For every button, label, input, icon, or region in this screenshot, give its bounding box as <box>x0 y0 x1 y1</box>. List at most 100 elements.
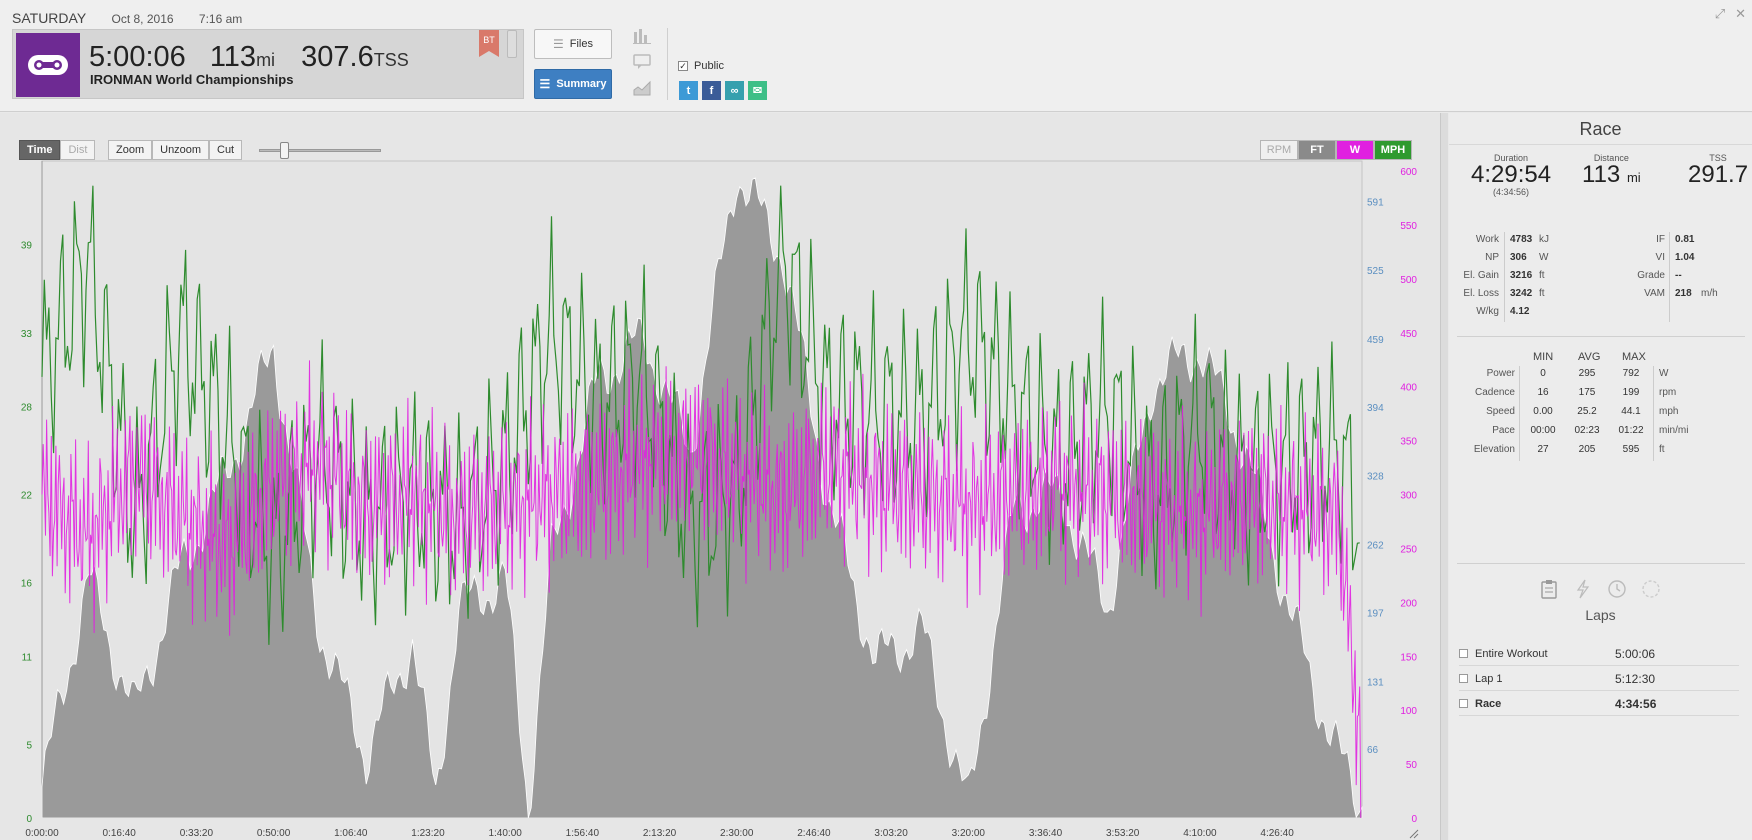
stats-row: Power 0 295 792 W <box>1459 366 1739 385</box>
lap-view-icons <box>1539 579 1661 599</box>
lap-row[interactable]: Race 4:34:56 <box>1459 694 1739 716</box>
stats-avg: 25.2 <box>1577 406 1597 417</box>
stats-unit: rpm <box>1659 387 1677 398</box>
ft-toggle[interactable]: FT <box>1298 140 1336 160</box>
lap-name: Race <box>1475 698 1502 710</box>
link-icon[interactable]: ∞ <box>725 81 744 100</box>
kpi-distance-value: 113 <box>1582 161 1621 188</box>
stats-separator <box>1653 385 1654 404</box>
expand-icon[interactable]: ⤢ <box>1714 6 1726 21</box>
panel-splitter[interactable] <box>1440 113 1448 840</box>
rpm-toggle[interactable]: RPM <box>1260 140 1298 160</box>
lap-row[interactable]: Entire Workout 5:00:06 <box>1459 644 1739 666</box>
stats-max: 792 <box>1622 368 1640 379</box>
kpi-tss: TSS 291.7 <box>1688 153 1748 187</box>
lap-row[interactable]: Lap 1 5:12:30 <box>1459 669 1739 691</box>
stats-row: Speed 0.00 25.2 44.1 mph <box>1459 404 1739 423</box>
stats-label: Pace <box>1492 425 1515 436</box>
w-tick-label: 50 <box>1406 760 1418 771</box>
chart-pane: Time Dist Zoom Unzoom Cut RPM FT W MPH 0… <box>0 113 1440 840</box>
metric-row: El. Loss 3242 ft VAM 218 m/h <box>1459 286 1739 304</box>
card-scroll-handle[interactable] <box>507 30 517 58</box>
email-icon[interactable]: ✉ <box>748 81 767 100</box>
bt-badge[interactable]: BT <box>479 30 499 57</box>
stats-avg: 02:23 <box>1574 425 1600 436</box>
metric-separator <box>1504 250 1505 268</box>
slider-handle[interactable] <box>280 142 289 159</box>
x-tick-label: 0:50:00 <box>257 828 291 839</box>
twitter-icon[interactable]: t <box>679 81 698 100</box>
stats-label: Elevation <box>1473 444 1515 455</box>
headline-tss: 307.6 <box>301 41 374 73</box>
resize-grip-icon[interactable] <box>1409 829 1419 839</box>
metric-row: Work 4783 kJ IF 0.81 <box>1459 232 1739 250</box>
metric-label2: VAM <box>1644 288 1665 299</box>
stats-separator <box>1519 385 1520 404</box>
metric-toggles: RPM FT W MPH <box>1260 140 1412 160</box>
ft-tick-label: 328 <box>1367 472 1384 483</box>
zoom-button[interactable]: Zoom <box>108 140 153 160</box>
metric-label2: Grade <box>1637 270 1665 281</box>
headline-tss-unit: TSS <box>373 50 409 70</box>
files-button-label: Files <box>569 38 593 50</box>
summary-button-label: Summary <box>556 78 607 90</box>
close-icon[interactable]: ✕ <box>1735 6 1746 21</box>
facebook-icon[interactable]: f <box>702 81 721 100</box>
metric-unit: ft <box>1539 270 1545 281</box>
metric-separator <box>1669 286 1670 304</box>
bar-chart-icon[interactable] <box>633 28 651 44</box>
dashed-circle-icon[interactable] <box>1641 579 1661 599</box>
stats-label: Power <box>1486 368 1515 379</box>
axis-mode-toggle: Time Dist <box>19 140 96 160</box>
cut-button[interactable]: Cut <box>209 140 243 160</box>
share-buttons: t f ∞ ✉ <box>679 81 767 100</box>
workout-chart[interactable]: 0:00:00 0:16:40 0:33:20 0:50:00 1:06:40 1:23:… <box>0 113 1440 840</box>
stats-min: 16 <box>1537 387 1549 398</box>
lap-name: Entire Workout <box>1475 648 1548 660</box>
stats-separator <box>1653 366 1654 385</box>
date-line: SATURDAY Oct 8, 2016 7:16 am <box>12 10 264 26</box>
area-chart-icon[interactable] <box>633 80 651 96</box>
distance-axis-button[interactable]: Dist <box>60 140 96 160</box>
clipboard-icon[interactable] <box>1539 579 1559 599</box>
lap-checkbox[interactable] <box>1459 649 1468 658</box>
ft-tick-label: 131 <box>1367 677 1384 688</box>
metric-label: El. Loss <box>1463 288 1499 299</box>
metric-separator <box>1504 232 1505 250</box>
lap-checkbox[interactable] <box>1459 699 1468 708</box>
stats-max: 199 <box>1622 387 1640 398</box>
w-toggle[interactable]: W <box>1336 140 1374 160</box>
power-line <box>41 360 1362 819</box>
workout-title[interactable]: IRONMAN World Championships <box>90 72 294 87</box>
workout-summary-card: 5:00:06 113mi 307.6TSS IRONMAN World Cha… <box>12 29 524 99</box>
stats-separator <box>1653 423 1654 442</box>
lap-time: 5:12:30 <box>1615 672 1656 686</box>
mph-toggle[interactable]: MPH <box>1374 140 1412 160</box>
public-check-box[interactable]: ✓ <box>678 61 688 71</box>
x-tick-label: 2:30:00 <box>720 828 754 839</box>
w-tick-label: 600 <box>1400 167 1417 178</box>
summary-list-icon: ☰ <box>539 77 551 91</box>
headline-stats: 5:00:06 113mi 307.6TSS <box>89 41 427 74</box>
w-tick-label: 550 <box>1400 221 1417 232</box>
x-tick-label: 3:03:20 <box>874 828 908 839</box>
smoothing-slider[interactable] <box>259 142 381 159</box>
w-tick-label: 350 <box>1400 437 1417 448</box>
ft-tick-label: 262 <box>1367 541 1384 552</box>
clock-icon[interactable] <box>1607 579 1627 599</box>
divider <box>1457 563 1745 564</box>
kpi-duration-value: 4:29:54 <box>1471 161 1552 188</box>
stats-header-avg: AVG <box>1578 351 1601 363</box>
kpi-duration-sub: (4:34:56) <box>1493 187 1530 197</box>
time-label: 7:16 am <box>198 12 243 26</box>
files-button[interactable]: ☰ Files <box>534 29 612 59</box>
summary-button[interactable]: ☰ Summary <box>534 69 612 99</box>
lightning-icon[interactable] <box>1573 579 1593 599</box>
unzoom-button[interactable]: Unzoom <box>152 140 210 160</box>
lap-checkbox[interactable] <box>1459 674 1468 683</box>
zoom-controls: Zoom Unzoom <box>108 140 210 160</box>
time-axis-button[interactable]: Time <box>19 140 61 160</box>
public-checkbox[interactable]: ✓ Public <box>678 60 724 72</box>
left-tick-label: 16 <box>21 579 33 590</box>
comment-icon[interactable] <box>633 54 651 70</box>
